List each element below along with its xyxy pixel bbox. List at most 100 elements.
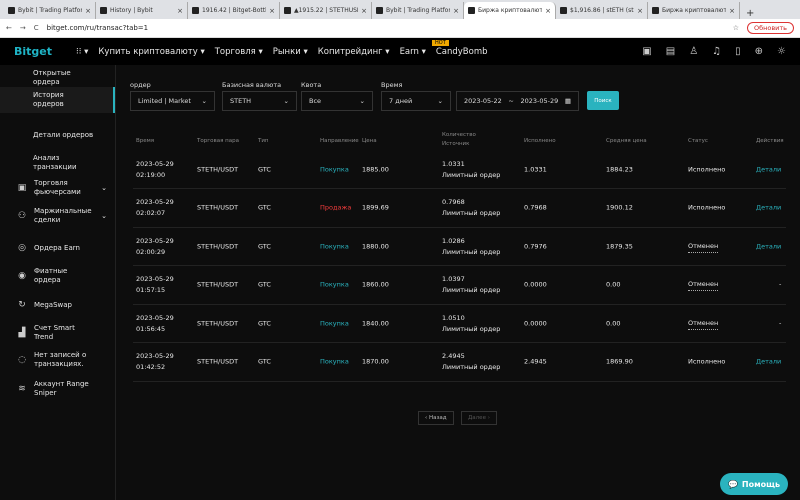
quote-select[interactable]: Все ⌄ [301, 91, 373, 111]
close-icon[interactable]: × [453, 6, 459, 15]
details-link: - [779, 319, 782, 327]
sidebar-item-label: Фиатные ордера [34, 267, 68, 284]
favicon-icon [192, 7, 199, 14]
update-button[interactable]: Обновить [746, 22, 794, 34]
bookmark-icon[interactable]: ☆ [732, 24, 739, 32]
order-status[interactable]: Отменен [688, 279, 719, 291]
back-icon[interactable]: ← [6, 24, 12, 32]
orders-icon[interactable]: ▤ [665, 46, 676, 57]
apps-icon[interactable]: ⁝⁝ ▾ [76, 46, 89, 57]
close-icon[interactable]: × [545, 6, 551, 15]
time-select[interactable]: 7 дней ⌄ [381, 91, 451, 111]
nav-item[interactable]: Копитрейдинг ▾ [317, 46, 390, 57]
prev-page-button[interactable]: ‹ Назад [418, 411, 454, 425]
favicon-icon [376, 7, 383, 14]
order-clock: 02:02:07 [136, 209, 166, 217]
average-price: 1869.90 [606, 357, 633, 366]
details-link[interactable]: Детали [756, 203, 782, 212]
close-icon[interactable]: × [637, 6, 643, 15]
help-button[interactable]: 💬 Помощь [720, 473, 788, 495]
order-quantity: 2.4945 Лимитный ордер [442, 351, 500, 373]
forward-icon[interactable]: → [19, 24, 26, 32]
hot-badge: HOT [432, 40, 449, 46]
theme-icon[interactable]: ☼ [777, 46, 786, 57]
date-to: 2023-05-29 [520, 97, 559, 105]
favicon-icon [560, 7, 567, 14]
sidebar-item[interactable]: ▣ Торговля фьючерсами ⌄ [0, 177, 115, 199]
browser-tab[interactable]: 1916.42 | Bitget-Bottle × [188, 2, 280, 19]
bitget-logo[interactable]: Bitget [14, 45, 53, 58]
close-icon[interactable]: × [269, 6, 275, 15]
average-price: 1879.35 [606, 242, 633, 250]
url-field[interactable]: bitget.com/ru/transac?tab=1 [46, 24, 149, 32]
details-link[interactable]: Детали [756, 357, 782, 366]
chevron-down-icon: ⌄ [101, 183, 107, 192]
date-range-picker[interactable]: 2023-05-22 ~ 2023-05-29 ▦ [456, 91, 579, 111]
details-link[interactable]: Детали [756, 242, 782, 250]
browser-tab[interactable]: History | Bybit × [96, 2, 188, 19]
nav-item[interactable]: CandyBomb [435, 46, 488, 57]
close-icon[interactable]: × [729, 6, 735, 15]
browser-tab[interactable]: ▲1915.22 | STETHUSD × [280, 2, 372, 19]
sidebar-item[interactable]: ◌ Нет записей о транзакциях. [0, 349, 115, 371]
browser-tab[interactable]: Биржа криптовалют × [648, 2, 740, 19]
sidebar-item-label: Торговля фьючерсами [34, 179, 81, 196]
order-date: 2023-05-29 [136, 352, 174, 360]
order-status[interactable]: Отменен [688, 241, 719, 253]
sidebar-item[interactable]: ≋ Аккаунт Range Sniper [0, 378, 115, 400]
close-icon[interactable]: × [177, 6, 183, 15]
sidebar-item-label: Счет Smart Trend [34, 324, 75, 341]
average-price: 0.00 [606, 280, 621, 289]
next-page-button[interactable]: Далее › [461, 411, 497, 425]
nav-item[interactable]: Торговля ▾ [214, 46, 263, 57]
user-icon[interactable]: ♙ [689, 46, 699, 57]
filled-amount: 0.0000 [524, 280, 547, 289]
base-currency-select[interactable]: STETH ⌄ [222, 91, 297, 111]
order-type: GTC [258, 319, 271, 327]
sidebar-item[interactable]: ◎ Ордера Earn [0, 237, 115, 259]
order-status[interactable]: Отменен [688, 318, 719, 330]
order-time: 2023-05-29 02:02:07 [136, 197, 174, 219]
sidebar-item[interactable]: ⚇ Маржинальные сделки ⌄ [0, 205, 115, 227]
sidebar-item[interactable]: История ордеров [0, 87, 115, 113]
chevron-down-icon: ⌄ [101, 211, 107, 220]
close-icon[interactable]: × [361, 6, 367, 15]
nav-item[interactable]: Рынки ▾ [272, 46, 308, 57]
order-price: 1870.00 [362, 357, 389, 366]
sidebar-item[interactable]: ◉ Фиатные ордера [0, 265, 115, 287]
time-label: Время [381, 81, 403, 89]
globe-icon[interactable]: ⊕ [754, 46, 764, 57]
trading-pair: STETH/USDT [197, 165, 239, 173]
sidebar-item[interactable]: ▟ Счет Smart Trend [0, 322, 115, 344]
browser-tabs: Bybit | Trading Platform × History | Bybit… [0, 0, 800, 19]
filled-amount: 0.7968 [524, 203, 547, 212]
sidebar-item[interactable]: Открытые ордера [0, 67, 115, 89]
browser-tab[interactable]: Bybit | Trading Platform × [372, 2, 464, 19]
order-type-select[interactable]: Limited | Market ⌄ [130, 91, 215, 111]
tab-title: Биржа криптовалют [662, 7, 727, 14]
sidebar-item[interactable]: Детали ордеров [0, 124, 115, 146]
bell-icon[interactable]: ♫ [712, 46, 722, 57]
download-icon[interactable]: ▯ [735, 46, 741, 57]
search-button[interactable]: Поиск [587, 91, 619, 110]
nav-item[interactable]: Купить криптовалюту ▾ [98, 46, 205, 57]
details-link[interactable]: Детали [756, 165, 782, 173]
sidebar-item-label: Детали ордеров [33, 130, 94, 139]
sidebar-item[interactable]: Анализ транзакции [0, 152, 115, 174]
order-type: GTC [258, 280, 271, 289]
sidebar: Открытые ордера История ордеров Детали орд… [0, 65, 115, 500]
sidebar-item[interactable]: ↻ MegaSwap [0, 294, 115, 316]
order-clock: 02:19:00 [136, 170, 166, 179]
trading-pair: STETH/USDT [197, 280, 239, 289]
nav-item[interactable]: Earn ▾ [399, 46, 426, 57]
chevron-down-icon: ⌄ [359, 97, 365, 105]
reload-icon[interactable]: C [33, 24, 39, 32]
tab-title: 1916.42 | Bitget-Bottle [202, 7, 267, 14]
browser-tab[interactable]: Bybit | Trading Platform × [4, 2, 96, 19]
browser-tab[interactable]: $1,916.86 | stETH (stE × [556, 2, 648, 19]
wallet-icon[interactable]: ▣ [642, 46, 652, 57]
close-icon[interactable]: × [85, 6, 91, 15]
new-tab-icon[interactable]: + [746, 8, 755, 19]
average-price: 0.00 [606, 319, 621, 327]
browser-tab[interactable]: Биржа криптовалют × [464, 2, 556, 19]
